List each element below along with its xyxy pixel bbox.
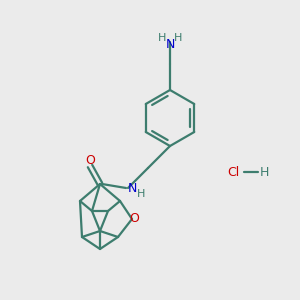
Text: Cl: Cl [227,166,239,178]
Text: O: O [85,154,95,167]
Text: H: H [158,33,166,43]
Text: N: N [127,182,137,194]
Text: H: H [259,166,269,178]
Text: H: H [174,33,182,43]
Text: N: N [165,38,175,50]
Text: O: O [129,212,139,226]
Text: H: H [137,189,145,199]
